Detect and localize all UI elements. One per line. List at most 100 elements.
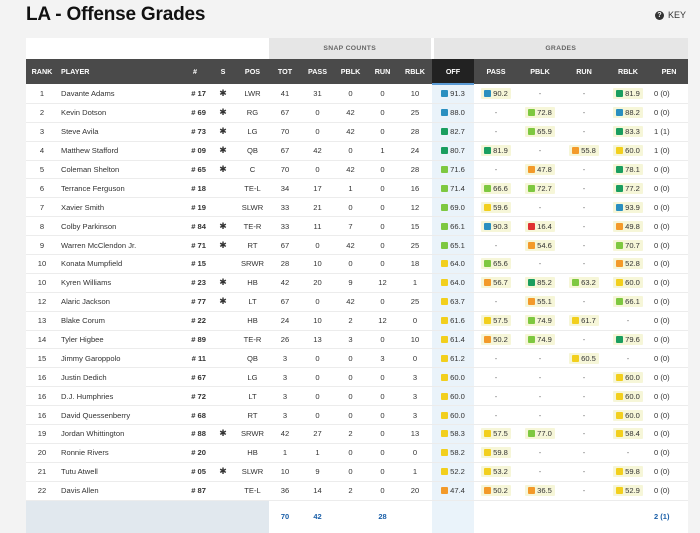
grade-off-cell: 61.4	[432, 330, 475, 350]
player-name-link[interactable]: Steve Avila	[58, 122, 180, 142]
grade-pass-cell: 50.2	[474, 330, 519, 350]
column-header-starter[interactable]: S	[210, 59, 236, 84]
column-header-snap-pblk[interactable]: PBLK	[334, 59, 367, 84]
grade-value: 50.2	[493, 335, 508, 345]
grade-rblk-cell: 58.4	[606, 424, 651, 444]
grade-pblk-cell: -	[518, 348, 563, 369]
grade-rblk-cell: -	[606, 443, 651, 463]
rank-cell: 10	[26, 254, 58, 274]
grade-color-square	[616, 109, 624, 117]
grade-badge: 85.2	[525, 277, 555, 289]
grade-pass-cell: -	[474, 292, 519, 312]
key-button[interactable]: ? KEY	[654, 10, 686, 20]
player-name-link[interactable]: Ronnie Rivers	[58, 443, 180, 463]
grade-badge: 69.0	[438, 202, 468, 213]
player-name-link[interactable]: Justin Dedich	[58, 367, 180, 388]
player-name-link[interactable]: Coleman Shelton	[58, 160, 180, 180]
grade-rblk-cell: 83.3	[606, 122, 651, 142]
starter-icon	[210, 348, 236, 369]
column-header-position[interactable]: POS	[236, 59, 269, 84]
player-name-link[interactable]: David Quessenberry	[58, 405, 180, 426]
player-name-link[interactable]: Davante Adams	[58, 84, 180, 104]
column-header-snap-run[interactable]: RUN	[367, 59, 398, 84]
column-header-grade-off[interactable]: OFF	[432, 59, 475, 85]
grade-color-square	[616, 203, 624, 211]
player-name-link[interactable]: Kevin Dotson	[58, 103, 180, 123]
player-name-link[interactable]: Xavier Smith	[58, 197, 180, 218]
column-header-snap-pass[interactable]: PASS	[301, 59, 334, 84]
grade-badge: 59.8	[481, 447, 511, 459]
grade-value: 90.3	[493, 221, 508, 231]
grade-badge: 54.6	[525, 239, 555, 251]
grade-pblk-cell: -	[518, 405, 563, 426]
player-name-link[interactable]: Colby Parkinson	[58, 216, 180, 237]
table-row: 2 Kevin Dotson # 69 ✱ RG 67 0 42 0 25 88.0-72.8-88…	[26, 103, 689, 123]
player-name-link[interactable]: Warren McClendon Jr.	[58, 235, 180, 256]
snap-run-cell: 0	[367, 443, 398, 463]
no-grade: -	[582, 88, 586, 98]
grade-badge: 59.8	[613, 466, 643, 478]
grade-value: 61.6	[450, 316, 465, 326]
grade-badge: 65.6	[481, 258, 511, 270]
grade-rblk-cell: 66.1	[606, 292, 651, 312]
grade-color-square	[484, 317, 492, 325]
grade-badge: 88.2	[613, 107, 643, 119]
column-header-snap-rblk[interactable]: RBLK	[398, 59, 433, 84]
table-row: 21 Tutu Atwell # 05 ✱ SLWR 10 9 0 0 1 52.2 53.2- -59…	[26, 462, 689, 482]
rank-cell: 19	[26, 424, 58, 444]
grade-value: 77.0	[537, 429, 552, 439]
player-name-link[interactable]: Konata Mumpfield	[58, 254, 180, 274]
grade-color-square	[616, 430, 624, 438]
grade-badge: 91.3	[438, 88, 468, 99]
player-name-link[interactable]: Jordan Whittington	[58, 424, 180, 444]
player-name-link[interactable]: Tyler Higbee	[58, 330, 180, 350]
no-grade: -	[538, 410, 542, 420]
player-name-link[interactable]: Blake Corum	[58, 311, 180, 331]
snap-rblk-cell: 1	[398, 462, 433, 482]
column-header-grade-pblk[interactable]: PBLK	[518, 59, 563, 84]
player-name-link[interactable]: Davis Allen	[58, 481, 180, 501]
jersey-number: # 65	[180, 160, 210, 180]
grade-color-square	[441, 468, 449, 476]
penalty-cell: 0 (0)	[650, 443, 689, 463]
grade-pass-cell: -	[474, 405, 519, 426]
position-cell: RT	[236, 235, 269, 256]
no-grade: -	[582, 429, 586, 439]
grade-badge: 59.6	[481, 201, 511, 213]
penalty-cell: 0 (0)	[650, 405, 689, 426]
jersey-number: # 71	[180, 235, 210, 256]
grade-color-square	[484, 184, 492, 192]
grade-run-cell: 63.2	[562, 273, 607, 293]
grade-off-cell: 58.3	[432, 424, 475, 444]
grade-off-cell: 71.6	[432, 160, 475, 180]
rank-cell: 20	[26, 443, 58, 463]
grade-badge: 57.5	[481, 315, 511, 327]
position-cell: HB	[236, 273, 269, 293]
column-header-number[interactable]: #	[180, 59, 210, 84]
column-header-penalties[interactable]: PEN	[650, 59, 689, 84]
jersey-number: # 18	[180, 178, 210, 199]
column-header-grade-run[interactable]: RUN	[562, 59, 607, 84]
player-name-link[interactable]: Terrance Ferguson	[58, 178, 180, 199]
player-name-link[interactable]: Kyren Williams	[58, 273, 180, 293]
player-name-link[interactable]: Tutu Atwell	[58, 462, 180, 482]
penalty-cell: 1 (1)	[650, 122, 689, 142]
grade-value: 61.4	[450, 335, 465, 345]
player-name-link[interactable]: Alaric Jackson	[58, 292, 180, 312]
column-header-snap-tot[interactable]: TOT	[269, 59, 301, 84]
snap-run-cell: 0	[367, 330, 398, 350]
column-header-player[interactable]: PLAYER	[58, 59, 180, 84]
column-header-grade-rblk[interactable]: RBLK	[606, 59, 651, 84]
column-header-rank[interactable]: RANK	[26, 59, 58, 84]
no-grade: -	[494, 127, 498, 137]
column-header-grade-pass[interactable]: PASS	[474, 59, 519, 84]
grade-badge: 55.1	[525, 296, 555, 308]
player-name-link[interactable]: Jimmy Garoppolo	[58, 348, 180, 369]
player-name-link[interactable]: Matthew Stafford	[58, 141, 180, 161]
grade-badge: 81.9	[481, 145, 511, 157]
grade-badge: 52.2	[438, 466, 468, 477]
grade-run-cell: -	[562, 443, 607, 463]
penalty-cell: 0 (0)	[650, 216, 689, 237]
grade-badge: 66.1	[613, 296, 643, 308]
player-name-link[interactable]: D.J. Humphries	[58, 386, 180, 407]
